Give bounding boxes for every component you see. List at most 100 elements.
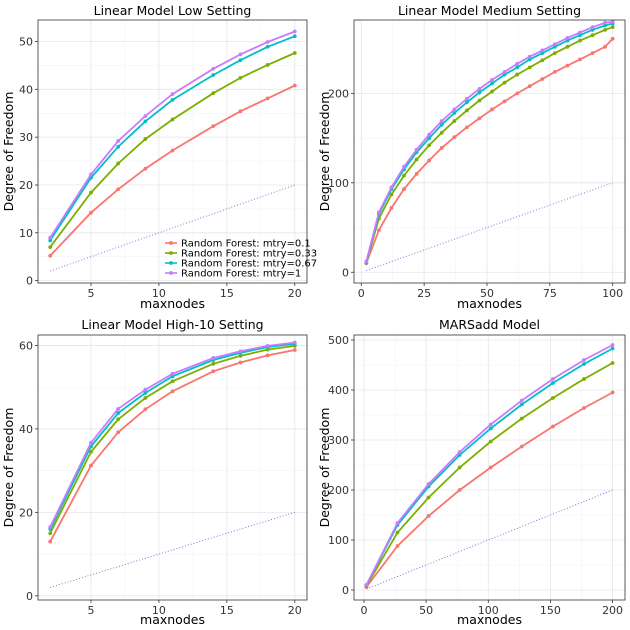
- data-point: [170, 389, 175, 394]
- data-point: [610, 390, 615, 395]
- y-tick-label: 100: [328, 177, 349, 190]
- data-point: [439, 122, 444, 127]
- data-point: [488, 422, 493, 427]
- data-point: [170, 97, 175, 102]
- data-point: [490, 78, 494, 82]
- y-tick-label: 20: [19, 179, 33, 192]
- data-point: [603, 20, 608, 25]
- data-point: [211, 124, 216, 129]
- data-point: [603, 44, 608, 49]
- data-point: [376, 210, 381, 215]
- data-point: [590, 33, 595, 38]
- data-point: [395, 521, 400, 525]
- data-point: [502, 80, 507, 85]
- data-point: [89, 210, 93, 215]
- data-point: [519, 398, 524, 403]
- data-point: [452, 135, 457, 140]
- y-tick-label: 10: [19, 227, 33, 240]
- data-point: [116, 187, 121, 192]
- data-point: [170, 379, 175, 384]
- data-point: [457, 465, 462, 470]
- data-point: [376, 228, 381, 233]
- x-axis-label: maxnodes: [140, 612, 205, 627]
- data-point: [143, 114, 148, 119]
- data-point: [578, 33, 582, 38]
- data-point: [427, 136, 432, 140]
- data-point: [395, 544, 400, 548]
- panel-border: [353, 19, 626, 284]
- data-point: [464, 100, 469, 105]
- data-point: [89, 190, 93, 195]
- data-point: [540, 77, 545, 81]
- data-point: [540, 58, 545, 63]
- data-point: [590, 51, 595, 55]
- data-point: [490, 81, 494, 86]
- data-point: [490, 107, 494, 112]
- legend-label: Random Forest: mtry=0.33: [181, 249, 317, 260]
- data-point: [515, 72, 520, 77]
- x-tick-label: 100: [602, 287, 623, 300]
- data-point: [552, 44, 557, 49]
- y-axis-label: Degree of Freedom: [317, 408, 332, 528]
- data-point: [48, 253, 53, 258]
- data-point: [582, 358, 586, 362]
- data-point: [502, 72, 507, 77]
- x-tick-label: 15: [220, 287, 234, 300]
- x-tick-label: 5: [87, 287, 94, 300]
- data-point: [610, 361, 615, 365]
- x-tick-label: 100: [478, 604, 499, 617]
- data-point: [457, 488, 462, 492]
- data-point: [552, 69, 557, 74]
- data-point: [211, 361, 216, 366]
- data-point: [515, 61, 520, 66]
- data-point: [211, 91, 216, 96]
- x-tick-label: 5: [87, 604, 94, 617]
- y-axis-label: Degree of Freedom: [1, 92, 16, 212]
- legend-label: Random Forest: mtry=1: [181, 269, 301, 280]
- data-point: [238, 75, 243, 80]
- y-axis-label: Degree of Freedom: [1, 408, 16, 528]
- data-point: [439, 146, 444, 150]
- data-point: [364, 259, 369, 264]
- data-point: [116, 417, 121, 422]
- data-point: [211, 73, 216, 77]
- data-point: [89, 172, 93, 177]
- data-point: [502, 99, 507, 104]
- x-tick-label: 75: [543, 287, 557, 300]
- data-point: [292, 29, 297, 34]
- legend-key-point: [169, 271, 173, 275]
- y-tick-label: 200: [328, 87, 349, 100]
- data-point: [238, 109, 243, 114]
- panel-linear-medium: 0 25 50 75 100 0 100 200 Linear Model Medium Set…: [317, 3, 626, 311]
- data-point: [540, 48, 545, 53]
- data-point: [439, 119, 444, 123]
- data-point: [610, 343, 615, 347]
- data-point: [578, 57, 582, 62]
- data-point: [389, 185, 394, 190]
- data-point: [48, 235, 53, 240]
- data-point: [502, 69, 507, 74]
- data-point: [402, 164, 406, 169]
- data-point: [116, 406, 121, 411]
- data-point: [170, 371, 175, 376]
- data-point: [582, 406, 586, 410]
- data-point: [292, 51, 297, 55]
- y-axis-label: Degree of Freedom: [317, 92, 332, 212]
- data-point: [143, 396, 148, 400]
- data-point: [477, 98, 482, 103]
- panel-title: MARSadd Model: [439, 317, 540, 332]
- x-tick-label: 50: [419, 604, 433, 617]
- data-point: [550, 396, 555, 400]
- data-point: [143, 387, 148, 392]
- panel-marsadd: 0 50 100 150 200 0 100 200 300 400 500 MARSadd Mode…: [317, 317, 626, 627]
- panel-border: [37, 334, 308, 601]
- data-point: [265, 40, 270, 44]
- y-tick-label: 50: [19, 36, 33, 49]
- data-point: [550, 381, 555, 385]
- data-point: [540, 51, 545, 55]
- data-point: [452, 111, 457, 115]
- data-point: [414, 171, 419, 176]
- data-point: [488, 426, 493, 431]
